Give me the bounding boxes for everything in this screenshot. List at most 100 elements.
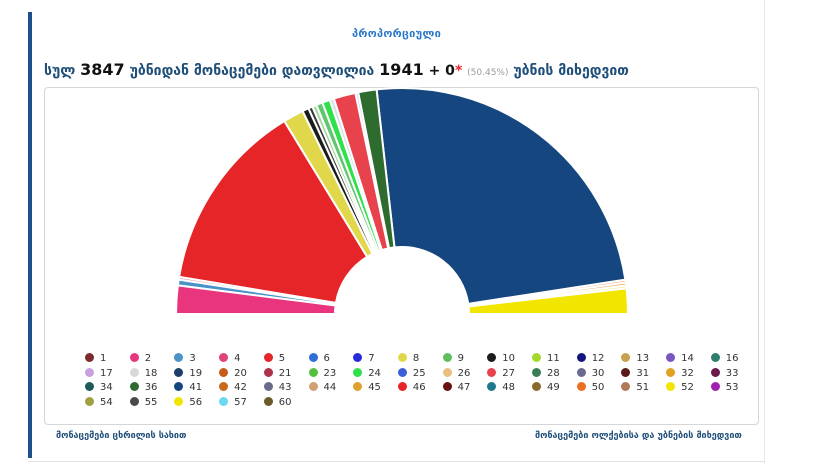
legend-swatch (85, 353, 94, 362)
legend-swatch (85, 382, 94, 391)
legend-item-55[interactable]: 55 (129, 396, 158, 408)
legend-item-13[interactable]: 13 (621, 353, 649, 364)
legend-swatch (263, 367, 273, 377)
legend-label: 20 (234, 367, 247, 379)
legend-item-27[interactable]: 27 (487, 367, 516, 379)
legend-label: 43 (278, 382, 292, 393)
legend-item-5[interactable]: 5 (263, 353, 285, 364)
legend-label: 19 (189, 367, 203, 379)
legend-label: 27 (502, 367, 516, 379)
legend-item-19[interactable]: 19 (174, 367, 203, 379)
legend-swatch (263, 353, 273, 362)
legend-item-17[interactable]: 17 (85, 367, 113, 379)
legend-item-31[interactable]: 31 (621, 367, 650, 379)
chart-slice-5[interactable] (177, 119, 369, 305)
legend-label: 13 (636, 353, 650, 364)
legend-swatch (308, 382, 318, 391)
legend-label: 47 (457, 382, 471, 393)
legend-item-49[interactable]: 49 (532, 382, 560, 393)
legend-swatch (666, 382, 676, 391)
legend-label: 12 (591, 353, 605, 364)
legend-item-43[interactable]: 43 (263, 382, 292, 393)
legend-swatch (532, 367, 541, 377)
table-view-link[interactable]: მონაცემები ცხრილის სახით (56, 431, 187, 441)
legend-item-4[interactable]: 4 (219, 353, 240, 364)
legend-item-52[interactable]: 52 (666, 382, 694, 393)
legend-item-30[interactable]: 30 (576, 367, 604, 379)
legend-swatch (710, 367, 720, 377)
legend-item-54[interactable]: 54 (85, 396, 113, 408)
legend-label: 21 (278, 367, 292, 379)
legend-item-57[interactable]: 57 (219, 396, 247, 408)
tab-proportional[interactable]: პროპორციული (352, 27, 442, 40)
legend-item-24[interactable]: 24 (353, 367, 381, 379)
legend-item-2[interactable]: 2 (129, 353, 151, 364)
legend-item-7[interactable]: 7 (353, 353, 375, 364)
legend-label: 45 (368, 382, 381, 393)
legend-item-42[interactable]: 42 (219, 382, 247, 393)
legend-swatch (621, 367, 631, 377)
legend-item-26[interactable]: 26 (442, 367, 471, 379)
legend-item-56[interactable]: 56 (174, 396, 203, 408)
legend-label: 55 (144, 396, 158, 408)
legend-swatch (308, 367, 318, 377)
legend-label: 42 (234, 382, 247, 393)
legend-item-9[interactable]: 9 (442, 353, 464, 364)
legend-label: 50 (591, 382, 605, 393)
legend-swatch (129, 353, 139, 362)
legend-item-23[interactable]: 23 (308, 367, 336, 379)
legend-label: 48 (502, 382, 516, 393)
legend-label: 8 (412, 353, 420, 364)
legend-swatch (353, 353, 363, 362)
legend-item-46[interactable]: 46 (397, 382, 426, 393)
legend-item-48[interactable]: 48 (487, 382, 515, 393)
legend-item-8[interactable]: 8 (397, 353, 420, 364)
legend-label: 24 (368, 367, 381, 379)
legend-item-16[interactable]: 16 (710, 353, 739, 364)
asterisk: * (454, 63, 463, 79)
legend-item-36[interactable]: 36 (129, 382, 157, 393)
legend-item-1[interactable]: 1 (85, 353, 106, 364)
legend-swatch (621, 353, 631, 362)
legend-item-11[interactable]: 11 (532, 353, 560, 364)
legend-item-10[interactable]: 10 (487, 353, 515, 364)
legend-item-32[interactable]: 32 (666, 367, 694, 379)
legend-item-41[interactable]: 41 (174, 382, 202, 393)
legend-swatch (263, 382, 273, 391)
district-results-link[interactable]: მონაცემები ოლქებისა და უბნების მიხედვით (535, 431, 742, 441)
legend-item-18[interactable]: 18 (129, 367, 157, 379)
legend-label: 56 (189, 396, 203, 408)
legend-label: 16 (725, 353, 739, 364)
legend-swatch (219, 367, 229, 377)
legend-item-33[interactable]: 33 (710, 367, 739, 379)
legend-item-28[interactable]: 28 (532, 367, 560, 379)
legend-item-47[interactable]: 47 (442, 382, 471, 393)
legend-swatch (263, 396, 273, 406)
legend-item-45[interactable]: 45 (353, 382, 381, 393)
legend-item-3[interactable]: 3 (174, 353, 196, 364)
legend-item-60[interactable]: 60 (263, 396, 292, 408)
legend-item-6[interactable]: 6 (308, 353, 330, 364)
legend-item-34[interactable]: 34 (85, 382, 113, 393)
legend-label: 49 (547, 382, 560, 393)
legend-item-14[interactable]: 14 (666, 353, 694, 364)
accent-bar (28, 12, 32, 458)
chart-slice-2[interactable] (174, 284, 337, 315)
chart-slice-41[interactable] (375, 87, 627, 305)
legend-label: 31 (636, 367, 650, 379)
legend-item-20[interactable]: 20 (219, 367, 247, 379)
legend-swatch (219, 382, 229, 391)
counted-percent: (50.45%) (467, 68, 509, 78)
legend-label: 44 (323, 382, 337, 393)
counted-precincts: 1941 (379, 60, 424, 79)
legend-item-12[interactable]: 12 (576, 353, 605, 364)
legend-item-51[interactable]: 51 (621, 382, 649, 393)
legend-item-25[interactable]: 25 (397, 367, 426, 379)
legend-item-53[interactable]: 53 (710, 382, 739, 393)
legend-swatch (129, 367, 139, 377)
legend-label: 7 (368, 353, 375, 364)
legend-item-21[interactable]: 21 (263, 367, 292, 379)
legend-item-44[interactable]: 44 (308, 382, 337, 393)
legend-item-50[interactable]: 50 (576, 382, 605, 393)
legend-label: 26 (457, 367, 471, 379)
